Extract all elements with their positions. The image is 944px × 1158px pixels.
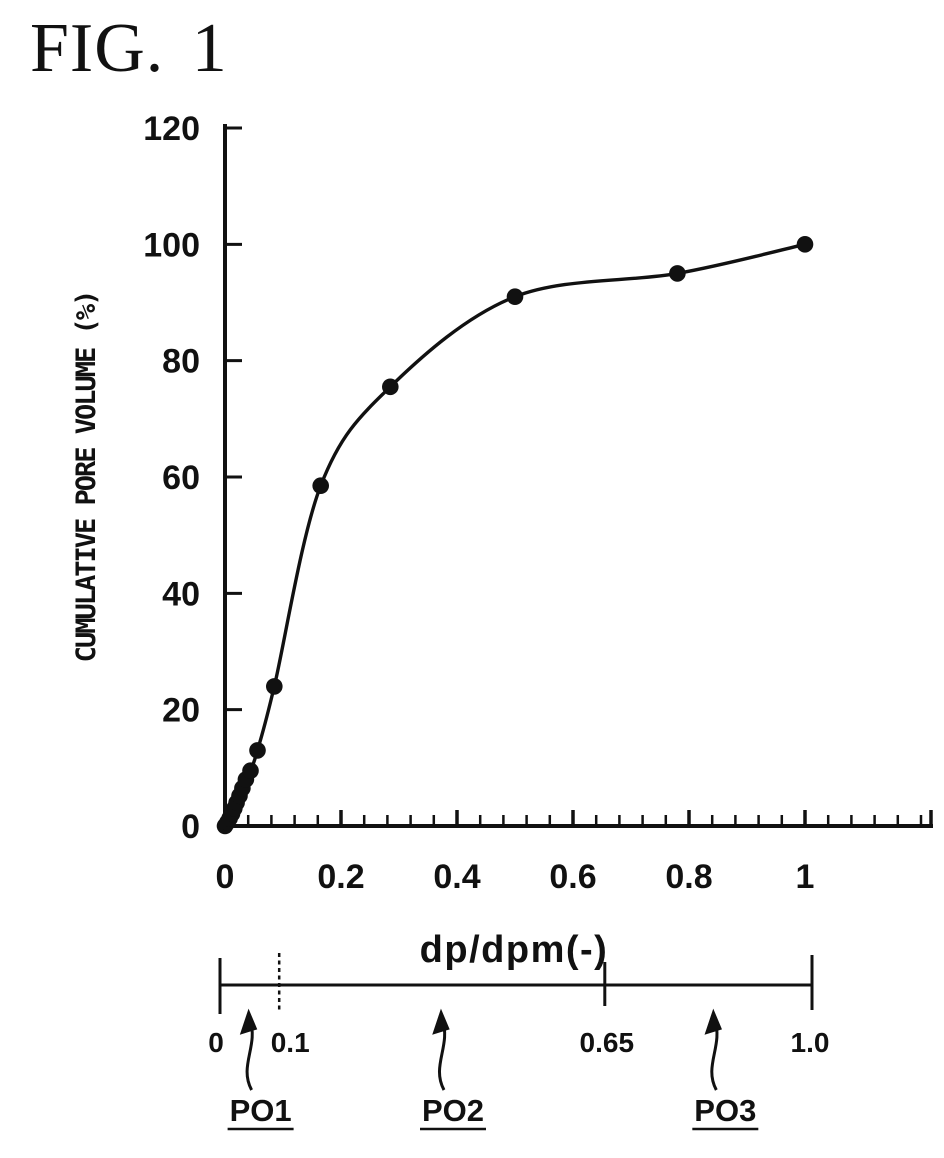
y-tick-label: 100 — [143, 226, 200, 264]
region-arrowhead — [704, 1008, 722, 1035]
data-point — [506, 288, 524, 306]
x-tick-label: 0 — [216, 858, 235, 896]
region-arrowhead — [239, 1008, 258, 1035]
y-tick-label: 120 — [143, 110, 200, 148]
x-tick-label: 0.8 — [665, 858, 712, 896]
data-point — [796, 236, 814, 253]
y-tick-label: 80 — [162, 343, 200, 381]
bottom-scale-tick-label: 0 — [208, 1027, 224, 1058]
bottom-scale-tick-label: 0.65 — [580, 1027, 635, 1058]
y-axis-title: CUMULATIVE PORE VOLUME (%) — [71, 292, 102, 663]
bottom-scale-tick-label: 0.1 — [271, 1027, 310, 1058]
y-tick-label: 40 — [162, 575, 200, 613]
region-label: PO3 — [694, 1093, 756, 1128]
y-tick-label: 60 — [162, 459, 200, 497]
region-arrowhead — [432, 1008, 450, 1035]
x-axis-unit-label: dp/dpm(-) — [420, 929, 609, 971]
region-label: PO2 — [422, 1093, 484, 1128]
data-point — [669, 265, 686, 282]
data-point — [266, 678, 283, 695]
region-label: PO1 — [230, 1093, 292, 1128]
x-tick-label: 1 — [796, 858, 815, 896]
y-tick-label: 20 — [162, 692, 200, 730]
data-point — [382, 378, 399, 396]
data-point — [242, 762, 259, 779]
y-tick-label: 0 — [181, 808, 200, 846]
x-tick-label: 0.4 — [433, 858, 480, 896]
data-curve — [223, 242, 806, 827]
figure-title: FIG. 1 — [30, 10, 228, 87]
x-tick-label: 0.6 — [549, 858, 596, 896]
data-point — [249, 742, 266, 759]
bottom-scale-tick-label: 1.0 — [791, 1027, 830, 1058]
data-point — [312, 477, 330, 495]
x-tick-label: 0.2 — [317, 858, 364, 896]
